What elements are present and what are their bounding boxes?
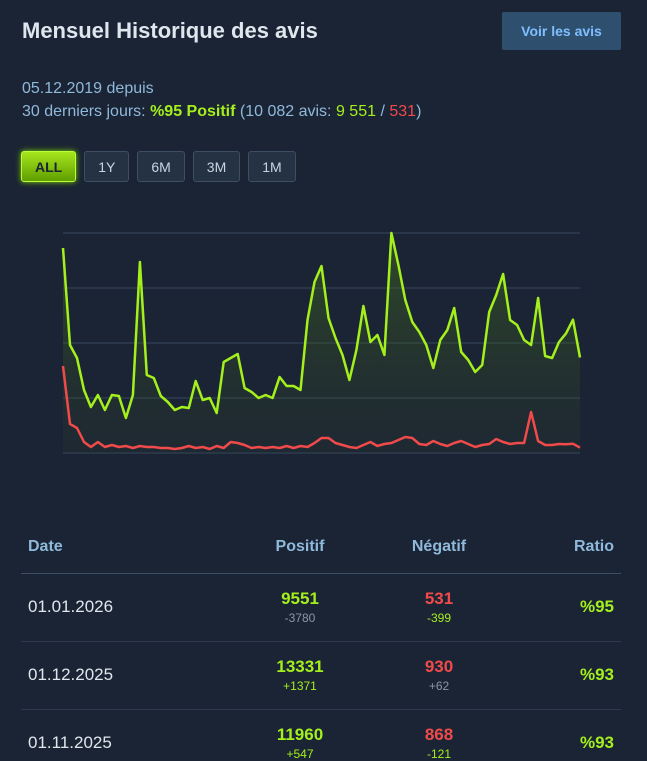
negative: 531: [389, 103, 417, 120]
column-header: Date: [28, 538, 63, 555]
series-line: [61, 231, 582, 420]
positive-count: 9551: [281, 589, 319, 608]
row-rule: [21, 709, 621, 710]
column-header: Négatif: [411, 538, 467, 555]
positive-count: 11960: [276, 725, 324, 744]
ratio: %93: [579, 733, 614, 752]
negative-count: 531: [424, 589, 454, 608]
separator: /: [380, 103, 385, 120]
column-header: Positif: [275, 538, 325, 555]
row-rule: [21, 641, 621, 642]
negative-count: 930: [424, 657, 454, 676]
positive-delta: +547: [286, 747, 314, 761]
last-30-days: 30 derniers jours: %95 Positif (10 082 a…: [22, 103, 421, 121]
positive-delta: -3780: [284, 611, 316, 625]
date: 01.11.2025: [28, 733, 112, 752]
since: 05.12.2019 depuis: [22, 80, 154, 97]
total: (10 082 avis:: [239, 103, 332, 120]
positive-count: 13331: [276, 657, 324, 676]
view-reviews-button[interactable]: Voir les avis: [502, 12, 621, 50]
header-rule: [21, 573, 621, 574]
chart: [61, 231, 582, 454]
range-button[interactable]: ALL: [21, 151, 77, 182]
close: ): [416, 103, 422, 120]
positive: 9 551: [335, 103, 376, 120]
column-header: Ratio: [574, 538, 614, 555]
series-line: [61, 365, 581, 451]
date: 01.01.2026: [28, 597, 114, 616]
label: 30 derniers jours:: [22, 103, 146, 120]
ratio: %95: [579, 597, 614, 616]
range-button[interactable]: 6M: [137, 151, 185, 182]
negative-delta: +62: [428, 679, 450, 693]
ratio: %93: [579, 665, 614, 684]
negative-delta: -399: [426, 611, 452, 625]
range-buttons: ALL 1Y 6M 3M 1M: [21, 151, 296, 182]
date: 01.12.2025: [28, 665, 114, 684]
range-button[interactable]: 3M: [192, 151, 241, 182]
positive-delta: +1371: [283, 679, 317, 693]
range-button[interactable]: 1Y: [84, 151, 130, 182]
ratio: %95 Positif: [150, 103, 236, 120]
negative-count: 868: [424, 725, 454, 744]
title: Mensuel Historique des avis: [22, 18, 318, 43]
negative-delta: -121: [426, 747, 452, 761]
range-button[interactable]: 1M: [248, 151, 296, 182]
